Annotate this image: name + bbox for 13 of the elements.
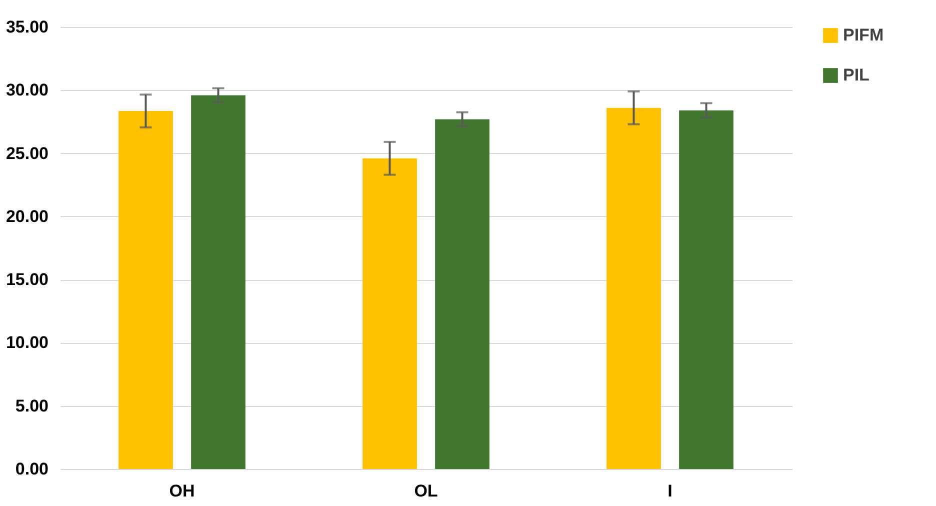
y-tick-label: 15.00 (6, 270, 48, 290)
legend-label: PIFM (843, 26, 884, 44)
y-tick-label: 10.00 (6, 333, 48, 352)
y-tick-label: 25.00 (6, 144, 48, 163)
x-tick-label: I (668, 482, 672, 500)
y-tick-label: 0.00 (15, 460, 48, 478)
y-tick-label: 35.00 (6, 18, 48, 36)
y-tick-label: 20.00 (6, 206, 48, 226)
legend-label: PIL (843, 66, 870, 84)
x-tick-label: OL (414, 482, 438, 500)
y-tick-label: 30.00 (6, 80, 48, 100)
x-tick-label: OH (169, 482, 195, 500)
y-tick-label: 5.00 (15, 396, 48, 416)
